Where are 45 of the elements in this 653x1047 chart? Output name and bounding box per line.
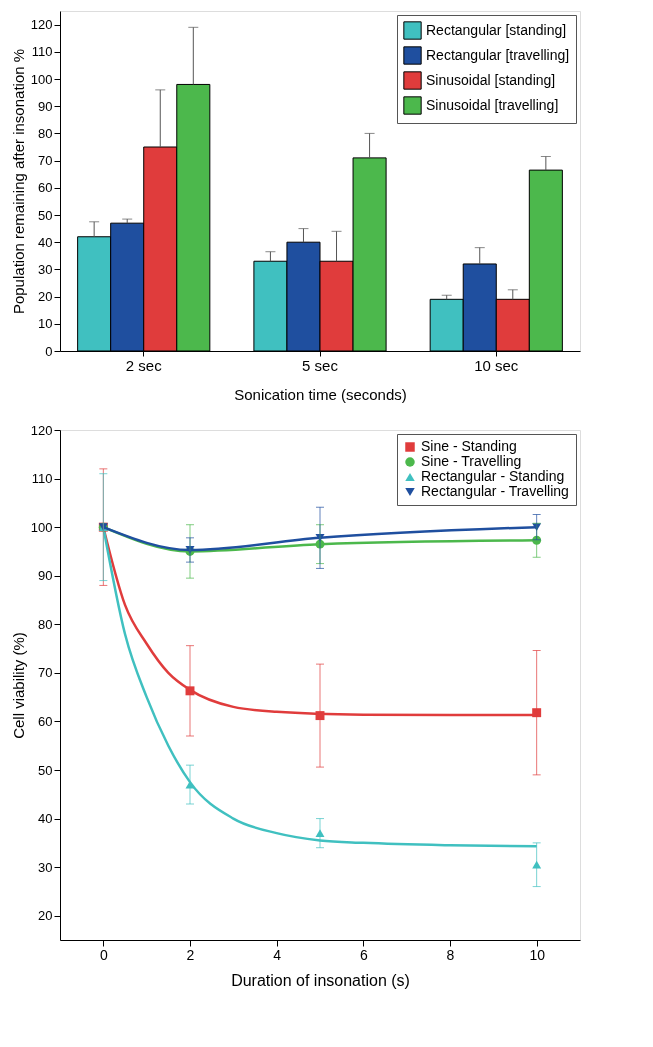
legend-label: Rectangular - Travelling	[421, 483, 569, 499]
legend-label: Rectangular - Standing	[421, 468, 565, 484]
legend-label: Sine - Standing	[421, 438, 517, 454]
y-tick-label: 110	[31, 471, 53, 487]
legend-label: Rectangular [standing]	[426, 21, 567, 38]
y-tick-label: 120	[30, 17, 53, 33]
y-tick-label: 70	[38, 665, 53, 681]
x-tick-label: 0	[99, 946, 108, 963]
legend-label: Sinusoidal [travelling]	[426, 96, 559, 113]
legend-label: Sine - Travelling	[421, 453, 522, 469]
y-tick-label: 60	[38, 713, 53, 729]
x-axis-title: Duration of insonation (s)	[231, 971, 410, 989]
y-tick-label: 40	[38, 234, 53, 250]
y-tick-label: 120	[30, 422, 53, 438]
x-tick-label: 2 sec	[125, 356, 163, 374]
y-tick-label: 100	[30, 519, 53, 535]
y-tick-label: 100	[30, 71, 53, 87]
y-tick-label: 20	[38, 908, 53, 924]
y-tick-label: 70	[38, 153, 53, 169]
x-tick-label: 10	[529, 946, 546, 963]
y-tick-label: 50	[38, 762, 53, 778]
y-tick-label: 0	[45, 343, 53, 359]
y-tick-label: 10	[38, 316, 53, 332]
y-tick-label: 90	[38, 568, 53, 584]
y-axis-title: Population remaining after insonation %	[9, 48, 27, 315]
y-tick-label: 110	[31, 44, 53, 60]
x-tick-label: 2	[186, 946, 195, 963]
y-tick-label: 80	[38, 125, 53, 141]
x-tick-label: 6	[359, 946, 368, 963]
x-axis-title: Sonication time (seconds)	[234, 385, 407, 403]
legend-label: Sinusoidal [standing]	[426, 71, 556, 88]
x-tick-label: 8	[446, 946, 455, 963]
y-tick-label: 50	[38, 207, 53, 223]
y-tick-label: 20	[38, 289, 53, 305]
x-tick-label: 10 sec	[474, 356, 519, 374]
y-axis-title: Cell viability (%)	[9, 632, 27, 739]
y-tick-label: 30	[38, 859, 53, 875]
y-tick-label: 90	[38, 98, 53, 114]
y-tick-label: 80	[38, 616, 53, 632]
legend-label: Rectangular [travelling]	[426, 46, 570, 63]
y-tick-label: 40	[38, 811, 53, 827]
y-tick-label: 30	[38, 261, 53, 277]
x-tick-label: 4	[273, 946, 282, 963]
x-tick-label: 5 sec	[302, 356, 339, 374]
y-tick-label: 60	[38, 180, 53, 196]
